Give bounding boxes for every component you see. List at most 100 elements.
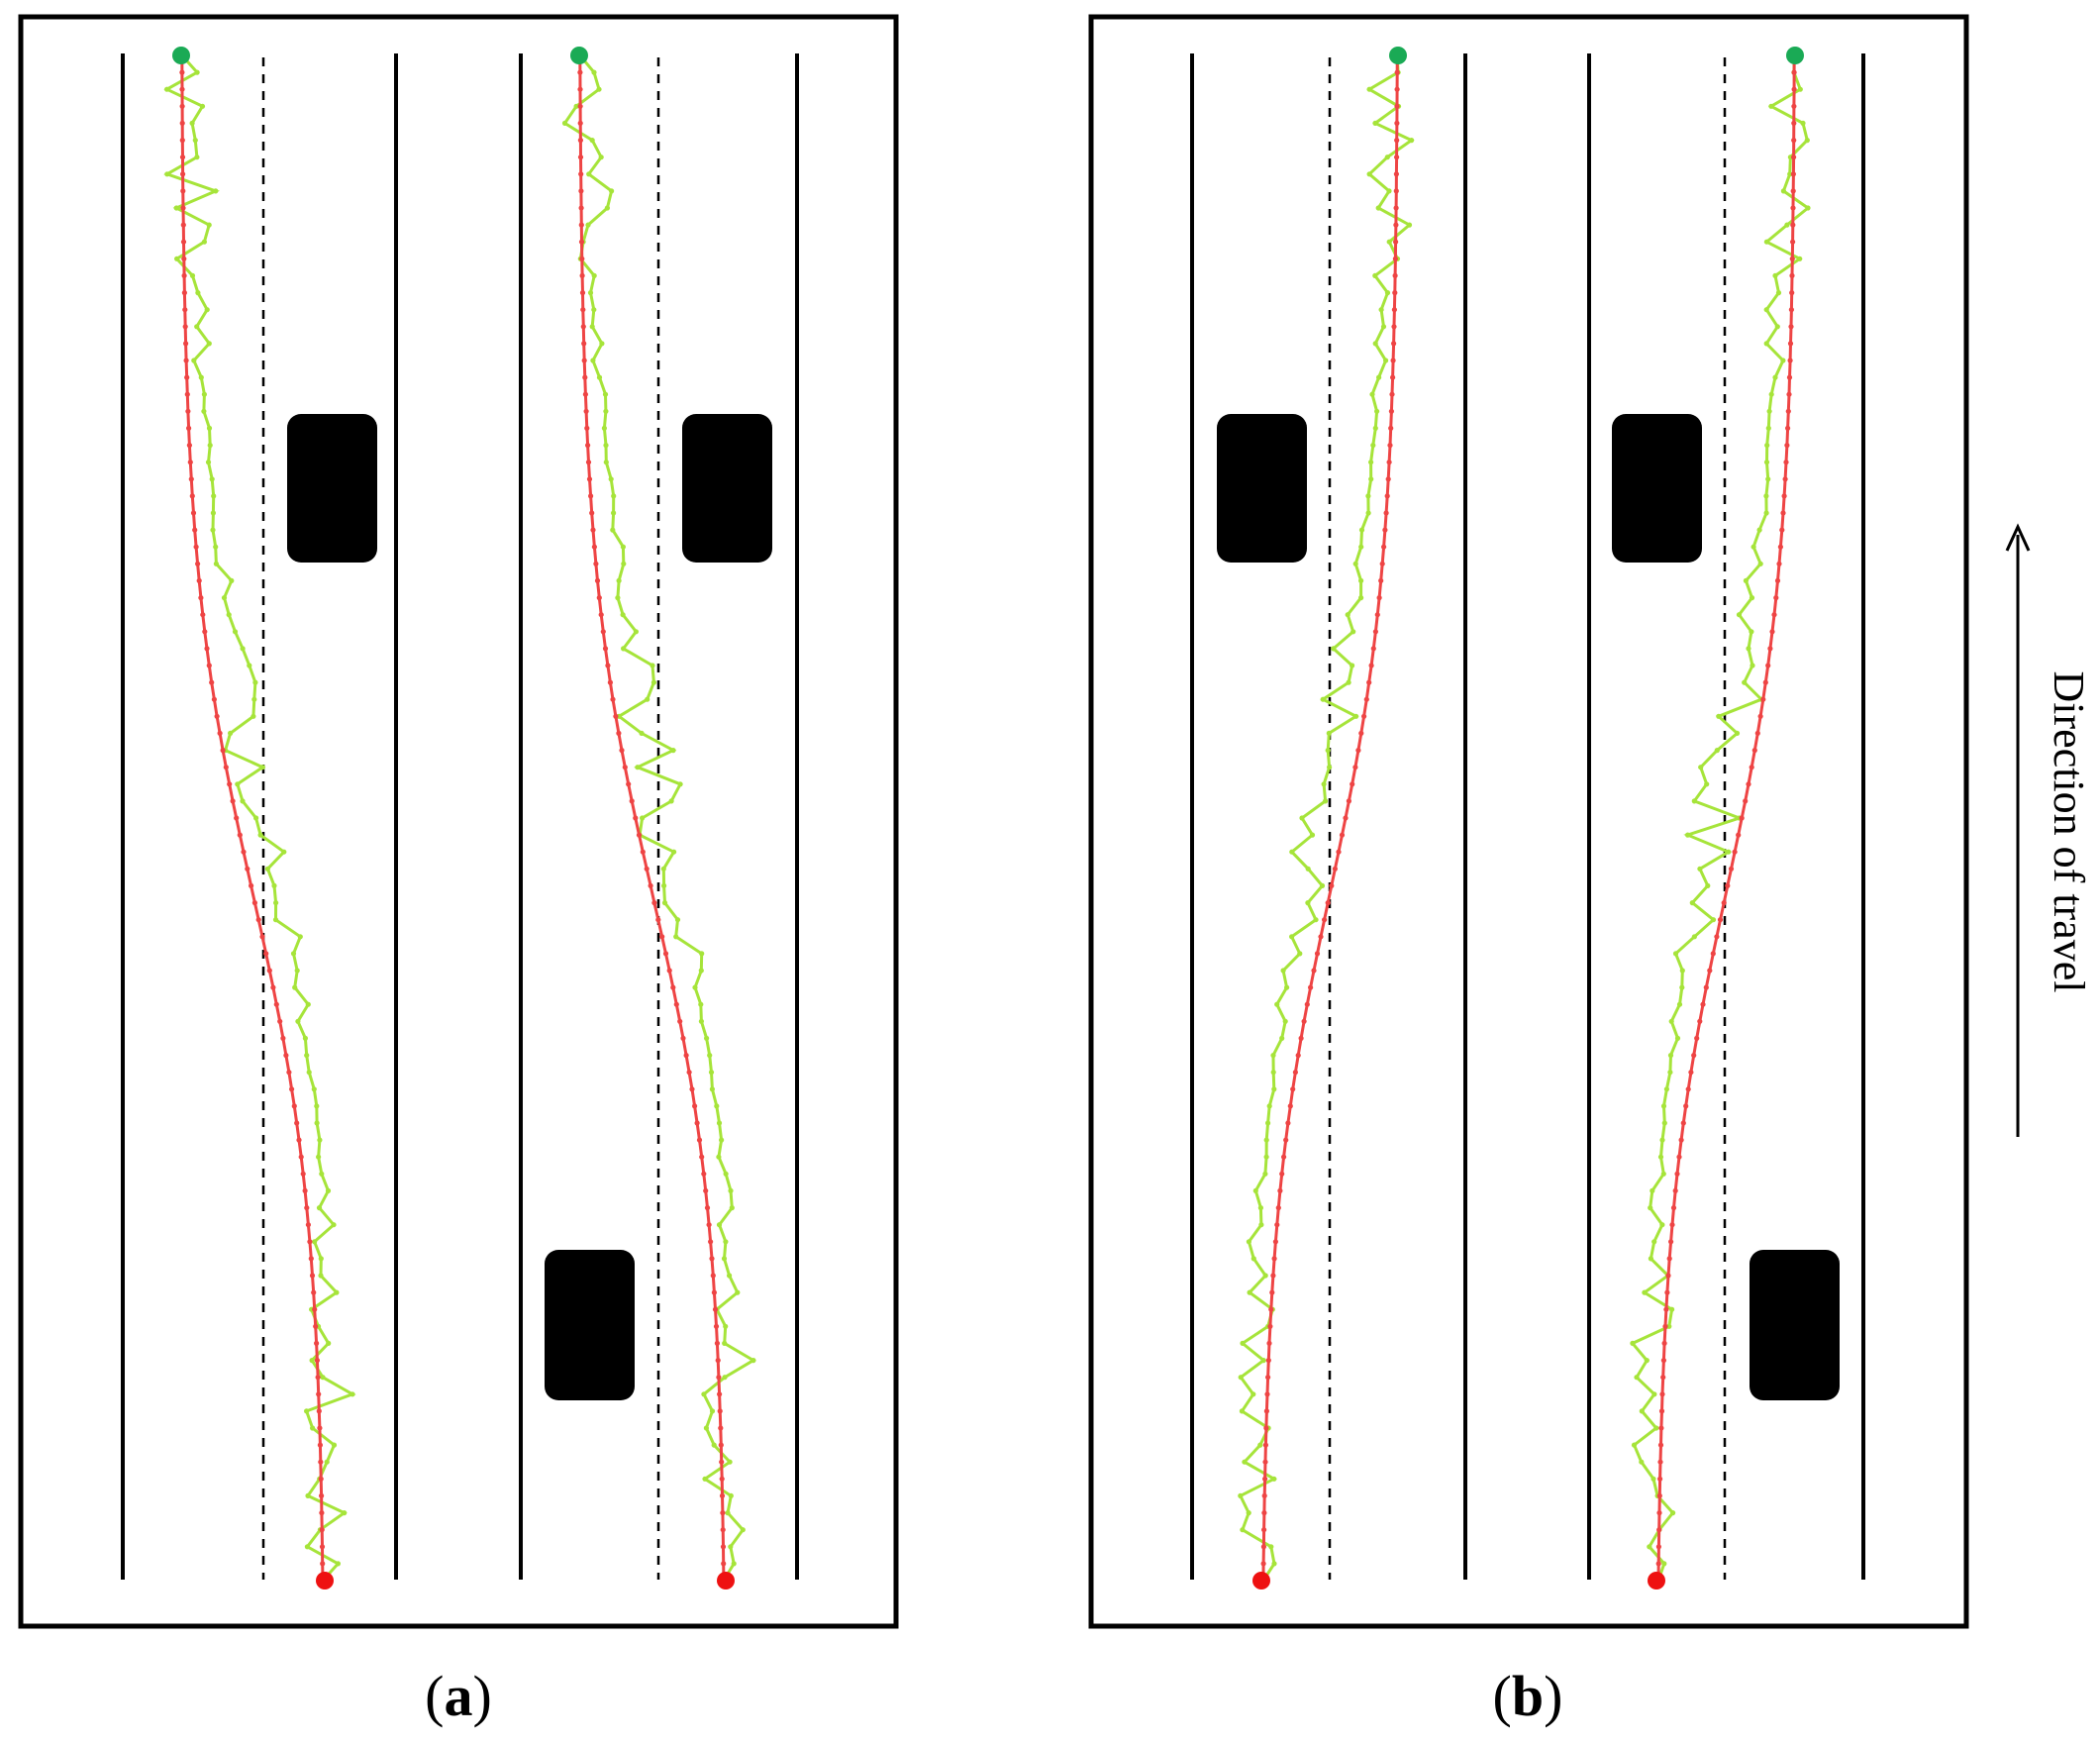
actual-trajectory-point (1262, 1273, 1268, 1279)
actual-trajectory-point (1660, 1171, 1666, 1177)
actual-trajectory-point (334, 1289, 340, 1295)
actual-trajectory-point (1250, 1391, 1256, 1397)
actual-trajectory-point (1265, 1120, 1271, 1126)
planned-trajectory-point (711, 1289, 718, 1295)
actual-trajectory-point (740, 1527, 746, 1533)
actual-trajectory-point (206, 222, 212, 228)
actual-trajectory-point (1350, 663, 1355, 668)
planned-trajectory-point (183, 341, 189, 347)
actual-trajectory-point (198, 374, 204, 380)
actual-trajectory-point (1650, 1187, 1655, 1193)
actual-trajectory-point (596, 374, 603, 380)
actual-trajectory-point (316, 1154, 322, 1160)
actual-trajectory-point (711, 1442, 717, 1448)
planned-trajectory-point (1791, 154, 1797, 160)
planned-trajectory-point (1311, 968, 1317, 974)
planned-trajectory-point (180, 188, 186, 194)
actual-trajectory-point (709, 1408, 716, 1414)
planned-trajectory-point (717, 1391, 723, 1397)
actual-trajectory-point (1765, 476, 1771, 482)
planned-trajectory-point (234, 815, 240, 821)
planned-trajectory-point (1790, 222, 1796, 228)
planned-trajectory-point (580, 307, 586, 313)
actual-trajectory-point (1661, 1561, 1667, 1567)
planned-trajectory-point (1346, 798, 1351, 804)
planned-trajectory-point (1387, 443, 1393, 449)
planned-trajectory-point (1657, 1476, 1663, 1482)
planned-trajectory-point (1350, 781, 1355, 787)
planned-trajectory-point (605, 663, 611, 668)
planned-trajectory-point (1663, 1306, 1669, 1312)
planned-trajectory-point (182, 307, 188, 313)
actual-trajectory-point (621, 561, 627, 566)
actual-trajectory-point (1242, 1459, 1248, 1465)
planned-trajectory-point (1262, 1442, 1268, 1448)
actual-trajectory-point (1765, 425, 1771, 431)
planned-trajectory-point (316, 1408, 322, 1414)
planned-trajectory-point (1390, 358, 1396, 363)
actual-trajectory-point (1271, 1476, 1277, 1482)
planned-trajectory-point (1717, 917, 1724, 923)
planned-trajectory-point (305, 1222, 311, 1228)
actual-trajectory-point (1634, 1375, 1640, 1381)
planned-trajectory-point (319, 1527, 325, 1533)
planned-trajectory-point (209, 679, 215, 685)
obstacle-vehicle (1750, 1250, 1840, 1400)
planned-trajectory-point (1672, 1187, 1678, 1193)
planned-trajectory-point (263, 951, 269, 957)
actual-trajectory-point (1642, 1289, 1648, 1295)
planned-trajectory-point (1358, 730, 1364, 737)
planned-trajectory-point (588, 493, 594, 499)
planned-trajectory-point (1714, 934, 1720, 940)
actual-trajectory-point (716, 1120, 723, 1126)
planned-trajectory-point (1786, 391, 1792, 397)
actual-trajectory-point (281, 849, 287, 855)
planned-trajectory-point (315, 1375, 321, 1381)
actual-trajectory-point (708, 1070, 715, 1076)
actual-trajectory-point (207, 443, 213, 449)
planned-trajectory-point (318, 1476, 324, 1482)
planned-trajectory-point (304, 1205, 310, 1211)
planned-trajectory-point (1774, 577, 1781, 584)
actual-trajectory-point (1784, 222, 1790, 228)
planned-trajectory-point (1290, 1086, 1296, 1092)
obstacle-vehicle (545, 1250, 635, 1400)
actual-trajectory-point (1661, 1120, 1667, 1126)
actual-trajectory-point (670, 748, 676, 754)
actual-trajectory-point (590, 358, 596, 363)
actual-trajectory-point (611, 510, 617, 516)
actual-trajectory-point (304, 1544, 310, 1550)
actual-trajectory-point (621, 646, 627, 652)
planned-trajectory-point (636, 832, 643, 838)
actual-trajectory-point (589, 324, 595, 330)
planned-trajectory-point (1271, 1256, 1277, 1262)
actual-trajectory-point (1768, 391, 1774, 397)
planned-trajectory-point (584, 425, 590, 431)
planned-trajectory-point (1268, 1306, 1274, 1312)
actual-trajectory-point (1704, 781, 1710, 787)
planned-trajectory-point (317, 1425, 323, 1431)
planned-trajectory-point (1782, 476, 1788, 482)
actual-trajectory-point (1326, 730, 1332, 737)
planned-trajectory-point (1389, 391, 1395, 397)
actual-trajectory-point (191, 358, 197, 363)
planned-trajectory-point (189, 493, 195, 499)
planned-trajectory-point (1757, 713, 1763, 719)
actual-trajectory-point (1258, 1222, 1264, 1228)
panel-b-caption: (b) (1493, 1664, 1563, 1728)
actual-trajectory-point (660, 866, 666, 872)
actual-trajectory-point (1676, 1001, 1683, 1007)
planned-trajectory-point (1261, 1527, 1267, 1533)
planned-trajectory-point (237, 832, 243, 838)
planned-trajectory-point (1656, 1492, 1662, 1498)
actual-trajectory-point (716, 1154, 722, 1160)
actual-trajectory-point (319, 1171, 325, 1177)
planned-trajectory-point (249, 882, 254, 889)
planned-trajectory-point (1725, 882, 1731, 889)
actual-trajectory-point (1327, 765, 1333, 770)
planned-trajectory-point (1703, 984, 1709, 990)
actual-trajectory-point (1657, 1154, 1664, 1160)
actual-trajectory-point (716, 1222, 723, 1228)
actual-trajectory-point (586, 171, 592, 177)
actual-trajectory-point (320, 1375, 326, 1381)
